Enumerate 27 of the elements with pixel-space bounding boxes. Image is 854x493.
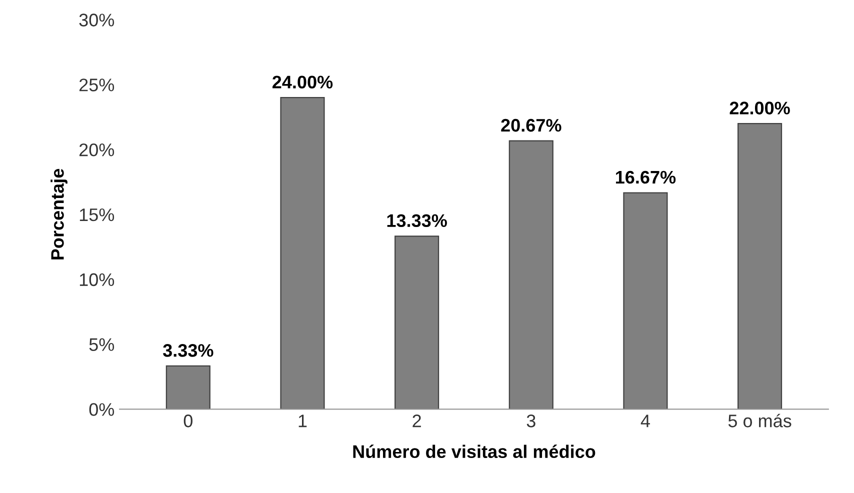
bar <box>394 236 440 410</box>
x-tick-label: 2 <box>412 414 421 428</box>
bar <box>166 365 210 410</box>
y-tick-label: 0% <box>89 403 114 416</box>
y-tick-label: 10% <box>80 273 114 286</box>
x-axis-title: Número de visitas al médico <box>353 444 596 458</box>
x-tick-label: 1 <box>298 414 307 428</box>
bar <box>280 97 325 410</box>
y-axis-title: Porcentaje <box>50 168 68 260</box>
data-label: 3.33% <box>162 344 214 357</box>
data-label: 16.67% <box>616 170 676 184</box>
y-tick-label: 25% <box>79 78 114 92</box>
data-label: 22.00% <box>730 102 790 114</box>
bar <box>623 192 668 410</box>
x-tick-label: 4 <box>640 414 650 428</box>
data-label: 24.00% <box>272 76 333 88</box>
data-label: 13.33% <box>387 214 447 228</box>
data-label: 20.67% <box>501 118 562 132</box>
x-tick-label: 0 <box>184 414 192 428</box>
bar <box>508 140 554 410</box>
y-tick-label: 5% <box>89 338 114 351</box>
y-tick-label: 30% <box>79 14 114 26</box>
bar <box>738 123 782 410</box>
x-tick-label: 5 o más <box>728 414 792 428</box>
y-tick-label: 15% <box>80 208 114 222</box>
y-tick-label: 20% <box>79 143 114 156</box>
x-tick-label: 3 <box>526 414 536 428</box>
